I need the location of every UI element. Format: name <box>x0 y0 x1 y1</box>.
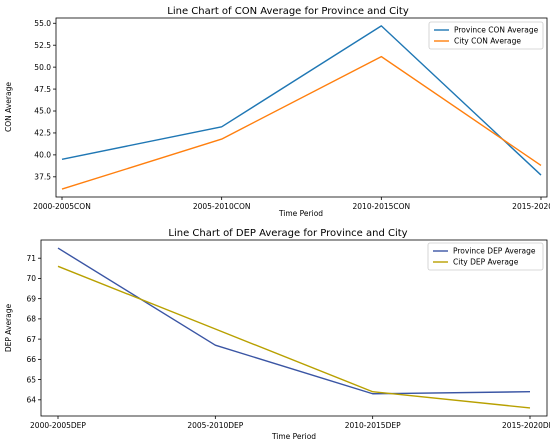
y-tick-label: 65 <box>26 375 36 384</box>
plot-frame <box>55 17 548 198</box>
y-tick-label: 42.5 <box>34 129 51 138</box>
series-lines <box>57 247 531 409</box>
y-tick-label: 37.5 <box>34 173 51 182</box>
chart-title: Line Chart of CON Average for Province a… <box>167 6 409 17</box>
plot-frame <box>40 239 548 417</box>
x-axis-label: Time Period <box>278 209 323 218</box>
series-lines <box>61 25 542 190</box>
x-tick-label: 2015-2020DEP <box>502 421 550 430</box>
x-tick-label: 2005-2010DEP <box>187 421 243 430</box>
series-line <box>57 247 531 395</box>
y-axis: 37.5 40.0 42.5 45.0 47.5 50.0 52.5 55.0 <box>34 19 56 182</box>
legend-label: City DEP Average <box>453 258 519 267</box>
y-tick-label: 47.5 <box>34 85 51 94</box>
x-axis-label: Time Period <box>271 432 316 441</box>
y-axis-label: CON Average <box>4 82 13 132</box>
y-tick-label: 45.0 <box>34 107 51 116</box>
y-tick-label: 70 <box>26 274 36 283</box>
dep-average-chart: Line Chart of DEP Average for Province a… <box>4 228 550 441</box>
y-tick-label: 66 <box>26 355 36 364</box>
chart-title: Line Chart of DEP Average for Province a… <box>168 228 407 239</box>
y-tick-label: 68 <box>26 315 36 324</box>
con-average-chart: Line Chart of CON Average for Province a… <box>4 6 550 218</box>
y-tick-label: 67 <box>26 335 36 344</box>
legend: Province CON Average City CON Average <box>428 21 544 50</box>
y-tick-label: 69 <box>26 294 36 303</box>
legend: Province DEP Average City DEP Average <box>427 242 544 271</box>
y-axis-label: DEP Average <box>4 304 13 353</box>
x-axis: 2000-2005CON 2005-2010CON 2010-2015CON 2015… <box>33 197 550 211</box>
x-tick-label: 2000-2005DEP <box>30 421 86 430</box>
y-tick-label: 64 <box>26 396 36 405</box>
x-tick-label: 2010-2015DEP <box>345 421 401 430</box>
legend-box <box>427 242 544 271</box>
y-tick-label: 50.0 <box>34 63 51 72</box>
x-tick-label: 2005-2010CON <box>193 202 251 211</box>
legend-box <box>428 21 544 50</box>
x-tick-label: 2010-2015CON <box>353 202 411 211</box>
series-line <box>61 55 542 190</box>
y-axis: 64 65 66 67 68 69 70 71 <box>26 254 41 405</box>
y-tick-label: 71 <box>26 254 36 263</box>
y-tick-label: 55.0 <box>34 19 51 28</box>
legend-label: City CON Average <box>454 37 521 46</box>
y-tick-label: 40.0 <box>34 151 51 160</box>
x-axis: 2000-2005DEP 2005-2010DEP 2010-2015DEP 2015… <box>30 416 550 430</box>
legend-label: Province DEP Average <box>453 247 536 256</box>
x-tick-label: 2000-2005CON <box>33 202 91 211</box>
series-line <box>57 265 531 409</box>
y-tick-label: 52.5 <box>34 41 51 50</box>
legend-label: Province CON Average <box>454 26 539 35</box>
series-line <box>61 25 542 176</box>
x-tick-label: 2015-2020CON <box>512 202 550 211</box>
